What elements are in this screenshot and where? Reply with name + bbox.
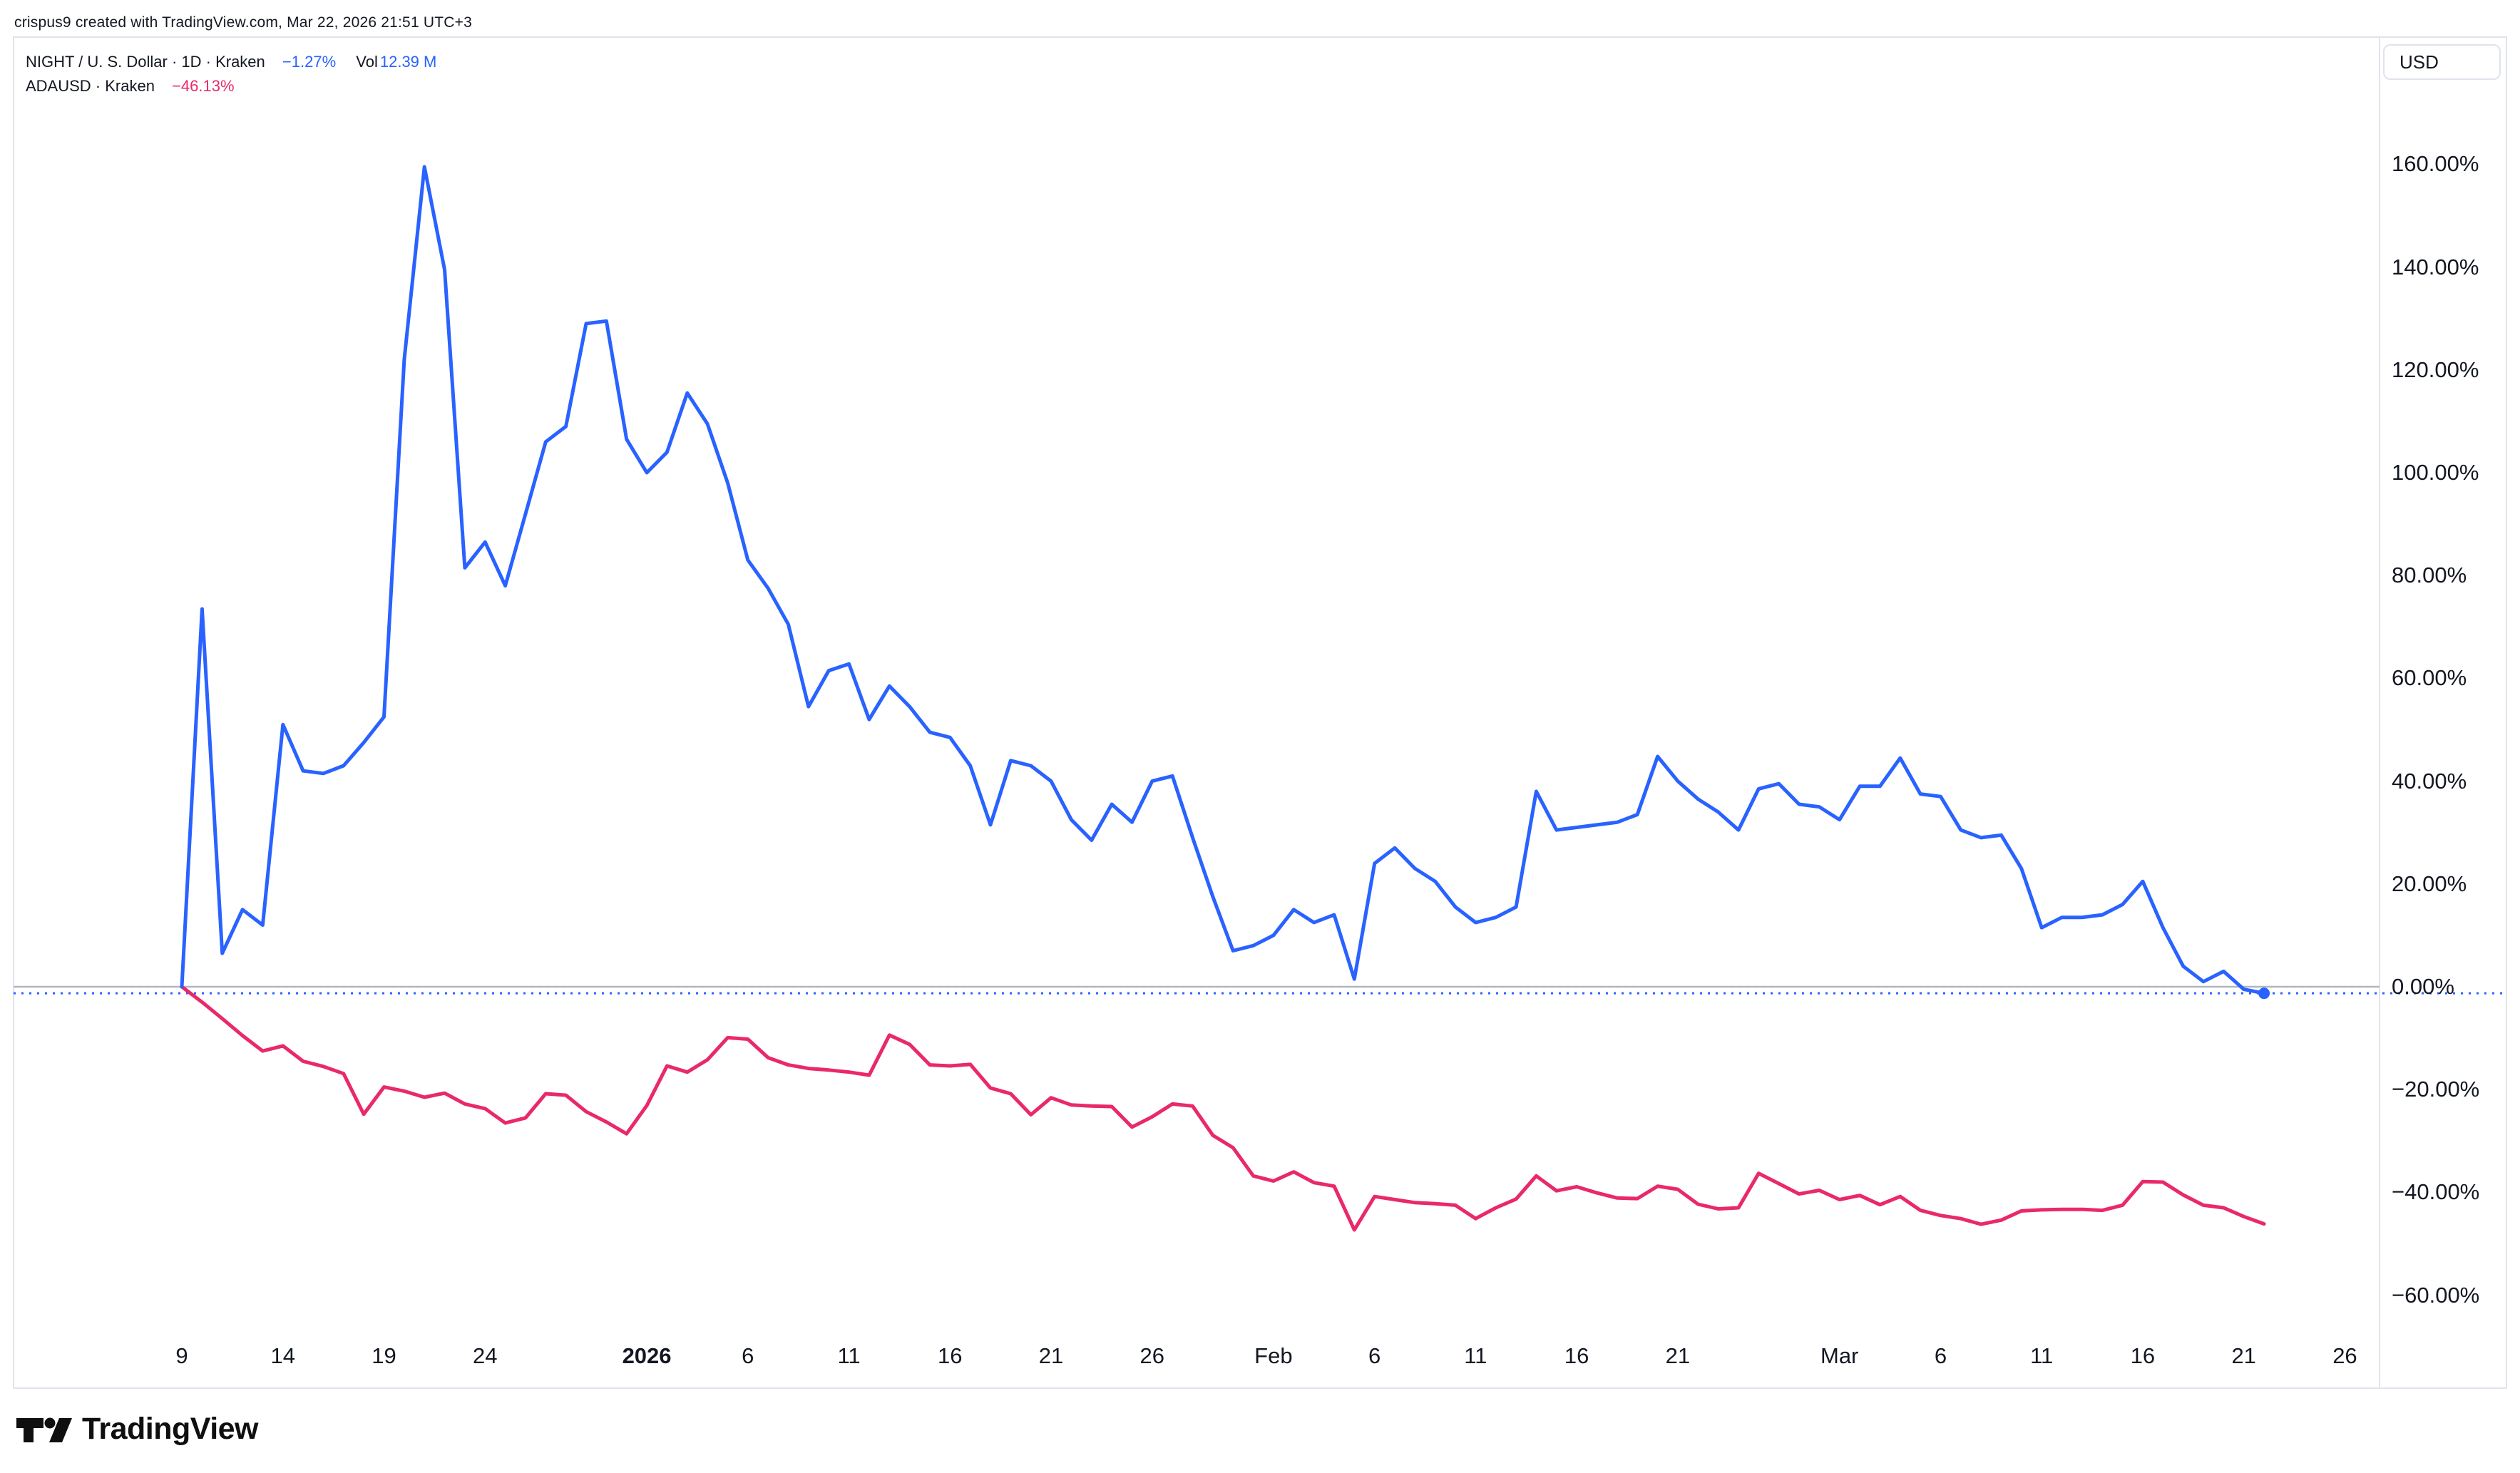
price-tick-label: 40.00% [2392,768,2467,794]
ada-change-value: −46.13% [172,77,235,95]
price-tick-label: 0.00% [2392,974,2454,999]
price-tick-label: 140.00% [2392,254,2479,279]
time-tick-label: 11 [1464,1343,1487,1368]
time-tick-label: 2026 [622,1343,672,1368]
time-tick-label: 11 [837,1343,861,1368]
tradingview-logo-text: TradingView [82,1412,259,1446]
time-tick-label: 21 [1665,1343,1691,1368]
price-tick-label: −60.00% [2392,1282,2480,1308]
price-tick-label: 120.00% [2392,356,2479,382]
time-tick-label: 11 [2030,1343,2054,1368]
ada-symbol-title: ADAUSD · Kraken [26,77,155,95]
chart-legend: NIGHT / U. S. Dollar · 1D · Kraken −1.27… [26,50,436,98]
volume-label: Vol [356,53,378,71]
time-tick-label: 6 [1934,1343,1947,1368]
time-tick-label: 9 [175,1343,188,1368]
currency-usd-label: USD [2399,51,2439,73]
canvas-border [13,36,2507,1389]
price-tick-label: 160.00% [2392,151,2479,177]
price-tick-label: 20.00% [2392,871,2467,896]
price-tick-label: −40.00% [2392,1179,2480,1205]
time-tick-label: 19 [372,1343,396,1368]
series-line-ada [180,985,2266,1232]
time-tick-label: 16 [938,1343,963,1368]
time-tick-label: Feb [1254,1343,1293,1368]
time-tick-label: 21 [1038,1343,1064,1368]
volume-value: 12.39 M [379,53,437,71]
legend-row-ada[interactable]: ADAUSD · Kraken −46.13% [26,74,436,98]
time-tick-label: Mar [1820,1343,1859,1368]
time-tick-label: 24 [473,1343,498,1368]
currency-usd-button[interactable]: USD [2383,44,2501,80]
night-change-value: −1.27% [282,53,337,71]
tradingview-logo[interactable]: TradingView [16,1412,259,1447]
time-tick-label: 14 [270,1343,295,1368]
tradingview-logo-icon [16,1417,72,1442]
legend-row-night[interactable]: NIGHT / U. S. Dollar · 1D · Kraken −1.27… [26,50,436,74]
price-tick-label: 100.00% [2392,460,2479,485]
time-tick-label: 6 [742,1343,754,1368]
time-tick-label: 21 [2231,1343,2256,1368]
time-tick-label: 6 [1368,1343,1381,1368]
time-tick-label: 26 [1139,1343,1165,1368]
price-tick-label: 60.00% [2392,665,2467,691]
time-tick-label: 26 [2332,1343,2357,1368]
attribution-text: crispus9 created with TradingView.com, M… [14,14,472,31]
series-line-night [180,165,2266,995]
price-tick-label: −20.00% [2392,1077,2480,1102]
price-tick-label: 80.00% [2392,563,2467,588]
time-tick-label: 16 [1564,1343,1589,1368]
time-tick-label: 16 [2130,1343,2156,1368]
last-value-marker [2258,987,2270,1000]
night-symbol-title: NIGHT / U. S. Dollar · 1D · Kraken [26,53,265,71]
